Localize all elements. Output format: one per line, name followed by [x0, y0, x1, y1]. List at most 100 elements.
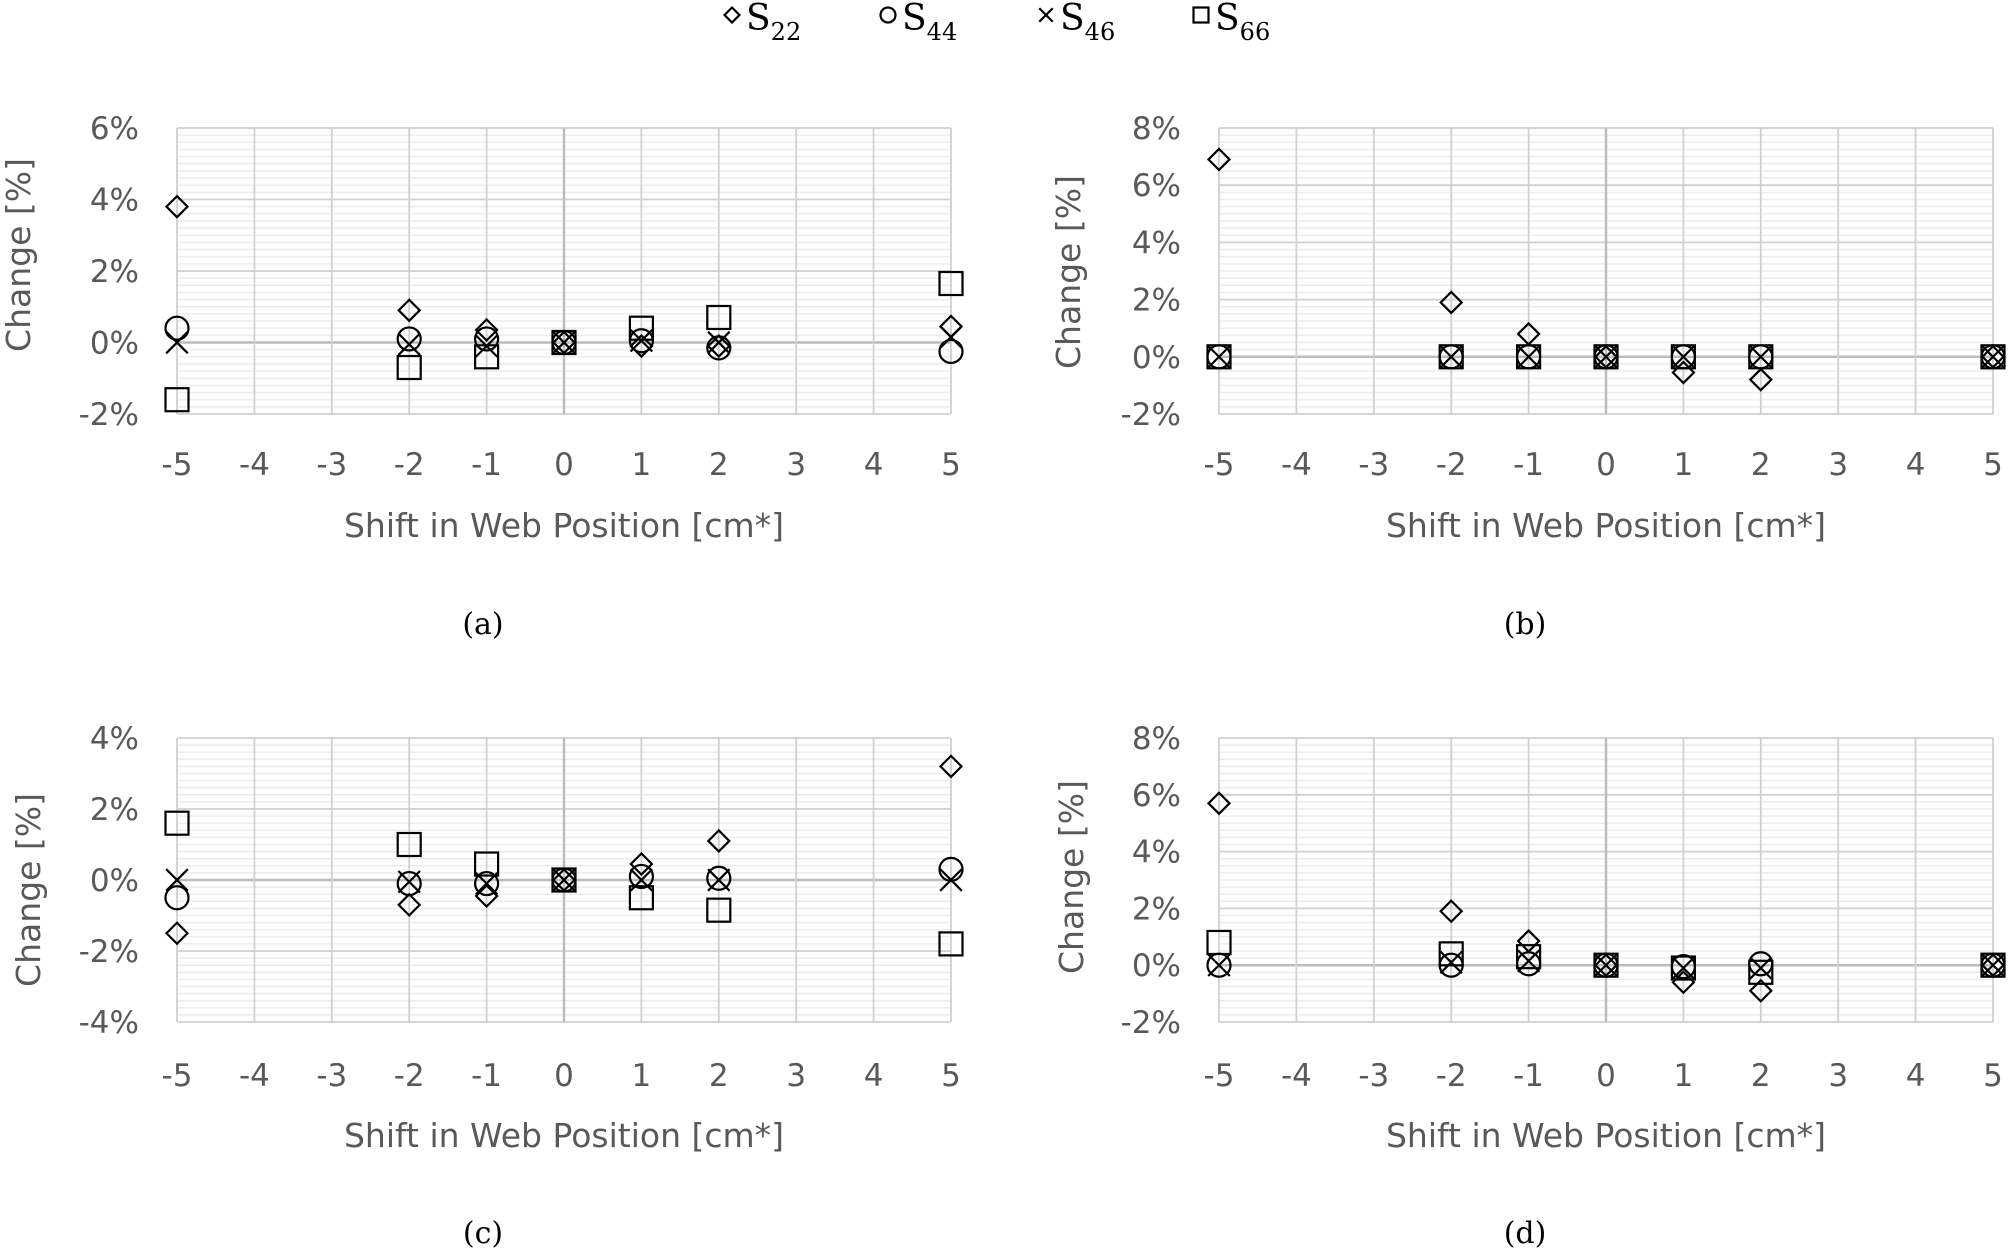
circle-point: [164, 885, 190, 911]
y-tick-label: -2%: [79, 934, 139, 970]
x-tick-label: 2: [709, 447, 729, 483]
panel-caption: (a): [462, 607, 503, 642]
legend-item-diamond: S22: [722, 0, 801, 46]
square-point: [474, 851, 500, 877]
square-point: [628, 885, 655, 911]
y-tick-label: 2%: [90, 254, 139, 290]
x-tick-label: 4: [1906, 447, 1926, 483]
series-square: [164, 270, 964, 413]
square-point: [1438, 344, 1464, 370]
y-axis-title: Change [%]: [1052, 780, 1091, 974]
chart-panel-3: -4% -2% 0% 2% 4% -5 -4 -3 -2 -1 0 1 2 3 4 5 Shift in Web…: [9, 721, 964, 1251]
x-tick-label: -3: [316, 1058, 347, 1094]
square-point: [1980, 952, 2006, 978]
charts: -2% 0% 2% 4% 6% -5 -4 -3 -2 -1 0 1 2 3 4 5 Shift in Web …: [0, 111, 2006, 1251]
square-point: [1670, 955, 1697, 981]
square-point: [1593, 952, 1619, 978]
legend-label: S22: [746, 0, 801, 46]
square-point: [1206, 929, 1232, 956]
cross-point: [397, 870, 421, 894]
chart-panel-4: -2% 0% 2% 4% 6% 8% -5 -4 -3 -2 -1 0 1 2 3 4 5 Shift in We…: [1052, 721, 2006, 1251]
panel-caption: (b): [1504, 607, 1547, 642]
square-point: [396, 354, 422, 381]
series-square: [164, 810, 964, 957]
circle-point: [706, 865, 732, 891]
y-tick-label: -2%: [1121, 1005, 1181, 1041]
circle-point: [396, 326, 422, 352]
x-tick-label: -2: [394, 1058, 425, 1094]
y-tick-label: 4%: [1132, 835, 1181, 871]
y-tick-label: 2%: [1132, 891, 1181, 927]
diamond-point: [1206, 147, 1232, 172]
y-tick-label: 6%: [1132, 778, 1181, 814]
x-tick-label: -5: [162, 447, 193, 483]
diamond-point: [397, 892, 422, 917]
diamond-legend-marker: [722, 5, 742, 25]
cross-legend-marker: [1038, 7, 1054, 23]
circle-point: [164, 315, 190, 341]
square-legend-marker: [1192, 6, 1210, 24]
cross-point: [1749, 345, 1773, 369]
square-point: [706, 897, 732, 923]
circle-point: [706, 335, 732, 361]
circle-point: [474, 870, 500, 897]
square-point: [474, 344, 500, 370]
x-tick-label: -4: [239, 447, 270, 483]
square-point: [1206, 344, 1232, 370]
legend-item-circle: S44: [879, 0, 957, 46]
x-tick-label: 1: [632, 1058, 652, 1094]
x-tick-label: 2: [709, 1058, 729, 1094]
cross-point: [1439, 950, 1463, 974]
x-tick-label: 5: [1983, 447, 2003, 483]
x-tick-label: 4: [864, 447, 884, 483]
x-tick-label: -3: [1358, 1058, 1389, 1094]
cross-point: [1207, 345, 1231, 369]
legend-label: S46: [1060, 0, 1115, 46]
x-tick-label: 5: [941, 447, 961, 483]
y-tick-label: 0%: [90, 863, 139, 899]
x-tick-label: 4: [864, 1058, 884, 1094]
square-point: [1670, 344, 1697, 370]
square-point: [1748, 959, 1774, 985]
square-point: [1980, 344, 2006, 370]
x-tick-label: -2: [1436, 1058, 1467, 1094]
y-tick-label: 2%: [1132, 283, 1181, 319]
diamond-point: [1439, 290, 1464, 315]
diamond-point: [1439, 899, 1464, 924]
x-tick-label: -5: [1204, 1058, 1235, 1094]
legend-label: S66: [1215, 0, 1270, 46]
x-tick-label: 2: [1751, 447, 1771, 483]
y-tick-label: 2%: [90, 792, 139, 828]
x-tick-label: -3: [1358, 447, 1389, 483]
x-tick-label: -4: [1281, 447, 1312, 483]
y-tick-label: 8%: [1132, 111, 1181, 147]
square-point: [396, 831, 422, 858]
diamond-point: [1748, 978, 1773, 1003]
chart-panel-1: -2% 0% 2% 4% 6% -5 -4 -3 -2 -1 0 1 2 3 4 5 Shift in Web …: [0, 111, 964, 642]
diamond-point: [938, 754, 964, 779]
y-tick-label: 4%: [90, 183, 139, 219]
x-tick-label: 5: [941, 1058, 961, 1094]
y-axis-title: Change [%]: [9, 793, 48, 987]
series-square: [1206, 344, 2006, 370]
cross-point: [707, 868, 731, 892]
diamond-point: [629, 851, 654, 877]
legend-label: S44: [902, 0, 957, 46]
x-tick-label: -5: [1204, 447, 1235, 483]
circle-point: [396, 870, 422, 897]
square-point: [1593, 344, 1619, 370]
square-point: [164, 387, 190, 413]
y-tick-label: 4%: [90, 721, 139, 757]
square-point: [706, 304, 732, 331]
x-tick-label: -1: [471, 1058, 502, 1094]
x-axis-title: Shift in Web Position [cm*]: [344, 1116, 784, 1155]
cross-point: [707, 330, 731, 355]
y-axis-title: Change [%]: [0, 158, 38, 352]
y-tick-label: 6%: [1132, 168, 1181, 204]
x-tick-label: -3: [316, 447, 347, 483]
cross-point: [552, 330, 576, 355]
circle-point: [628, 863, 655, 890]
x-tick-label: 1: [1674, 1058, 1694, 1094]
cross-point: [1981, 345, 2005, 369]
